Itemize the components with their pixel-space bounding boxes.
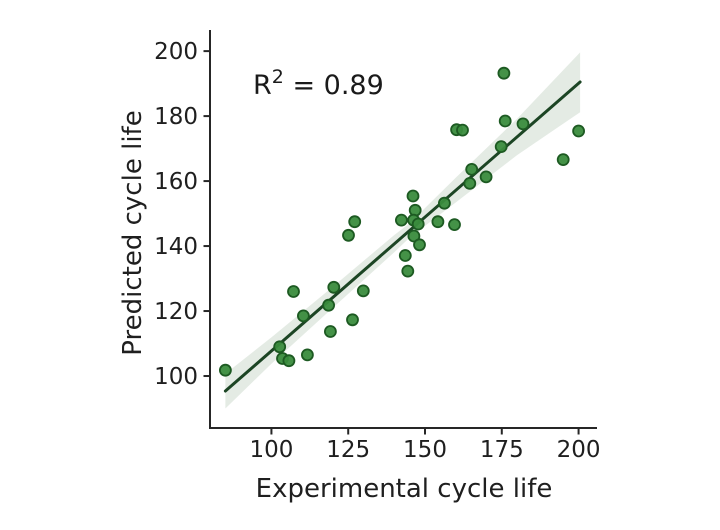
data-point <box>413 238 426 252</box>
data-point <box>322 298 336 312</box>
confidence-band-layer <box>225 52 581 409</box>
data-point <box>556 153 570 167</box>
y-tick-label: 140 <box>154 234 198 260</box>
data-point <box>572 124 585 138</box>
data-point <box>218 363 232 377</box>
r-squared-base: R <box>253 70 272 101</box>
data-point <box>494 140 508 154</box>
y-tick-label: 120 <box>154 299 198 325</box>
data-point <box>456 123 469 137</box>
r-squared-annotation: R2 = 0.89 <box>253 66 384 101</box>
data-point <box>300 348 314 362</box>
data-point <box>407 229 421 243</box>
data-point <box>479 170 493 184</box>
r-squared-superscript: 2 <box>272 66 284 88</box>
x-tick-label: 100 <box>249 437 293 463</box>
data-point <box>437 196 451 210</box>
data-point <box>323 325 337 338</box>
data-point <box>465 162 479 176</box>
r-squared-value: = 0.89 <box>284 70 384 101</box>
data-point <box>342 228 355 242</box>
x-axis-label: Experimental cycle life <box>256 474 553 504</box>
data-point <box>346 313 359 327</box>
data-point <box>296 309 310 323</box>
data-point <box>394 213 408 227</box>
data-point <box>401 264 415 278</box>
y-tick-label: 100 <box>154 364 198 390</box>
regression-line-layer <box>223 80 582 393</box>
regression-line <box>223 80 582 393</box>
data-point <box>411 217 425 231</box>
y-tick-label: 180 <box>154 104 198 130</box>
data-point <box>348 215 362 229</box>
axes-layer: 100 125 150 175 200 100 120 140 160 180 200 <box>154 30 601 463</box>
data-point <box>516 117 530 131</box>
data-point <box>498 114 512 128</box>
x-tick-label: 175 <box>480 437 524 463</box>
x-tick-label: 125 <box>326 437 370 463</box>
data-point <box>463 176 477 190</box>
data-point <box>327 280 341 294</box>
y-tick-label: 160 <box>154 169 198 195</box>
data-point <box>273 340 287 354</box>
data-point <box>287 285 300 298</box>
data-point <box>406 189 420 203</box>
data-point <box>398 249 412 262</box>
data-point <box>431 215 445 229</box>
data-point <box>448 218 461 232</box>
x-tick-label: 150 <box>403 437 447 463</box>
data-point <box>497 66 511 80</box>
data-point <box>356 284 370 298</box>
scatter-points-layer <box>218 66 585 377</box>
data-point <box>282 354 296 368</box>
confidence-band <box>225 52 581 409</box>
y-axis-label: Predicted cycle life <box>118 110 148 355</box>
x-tick-label: 200 <box>557 437 601 463</box>
y-tick-label: 200 <box>154 39 198 65</box>
